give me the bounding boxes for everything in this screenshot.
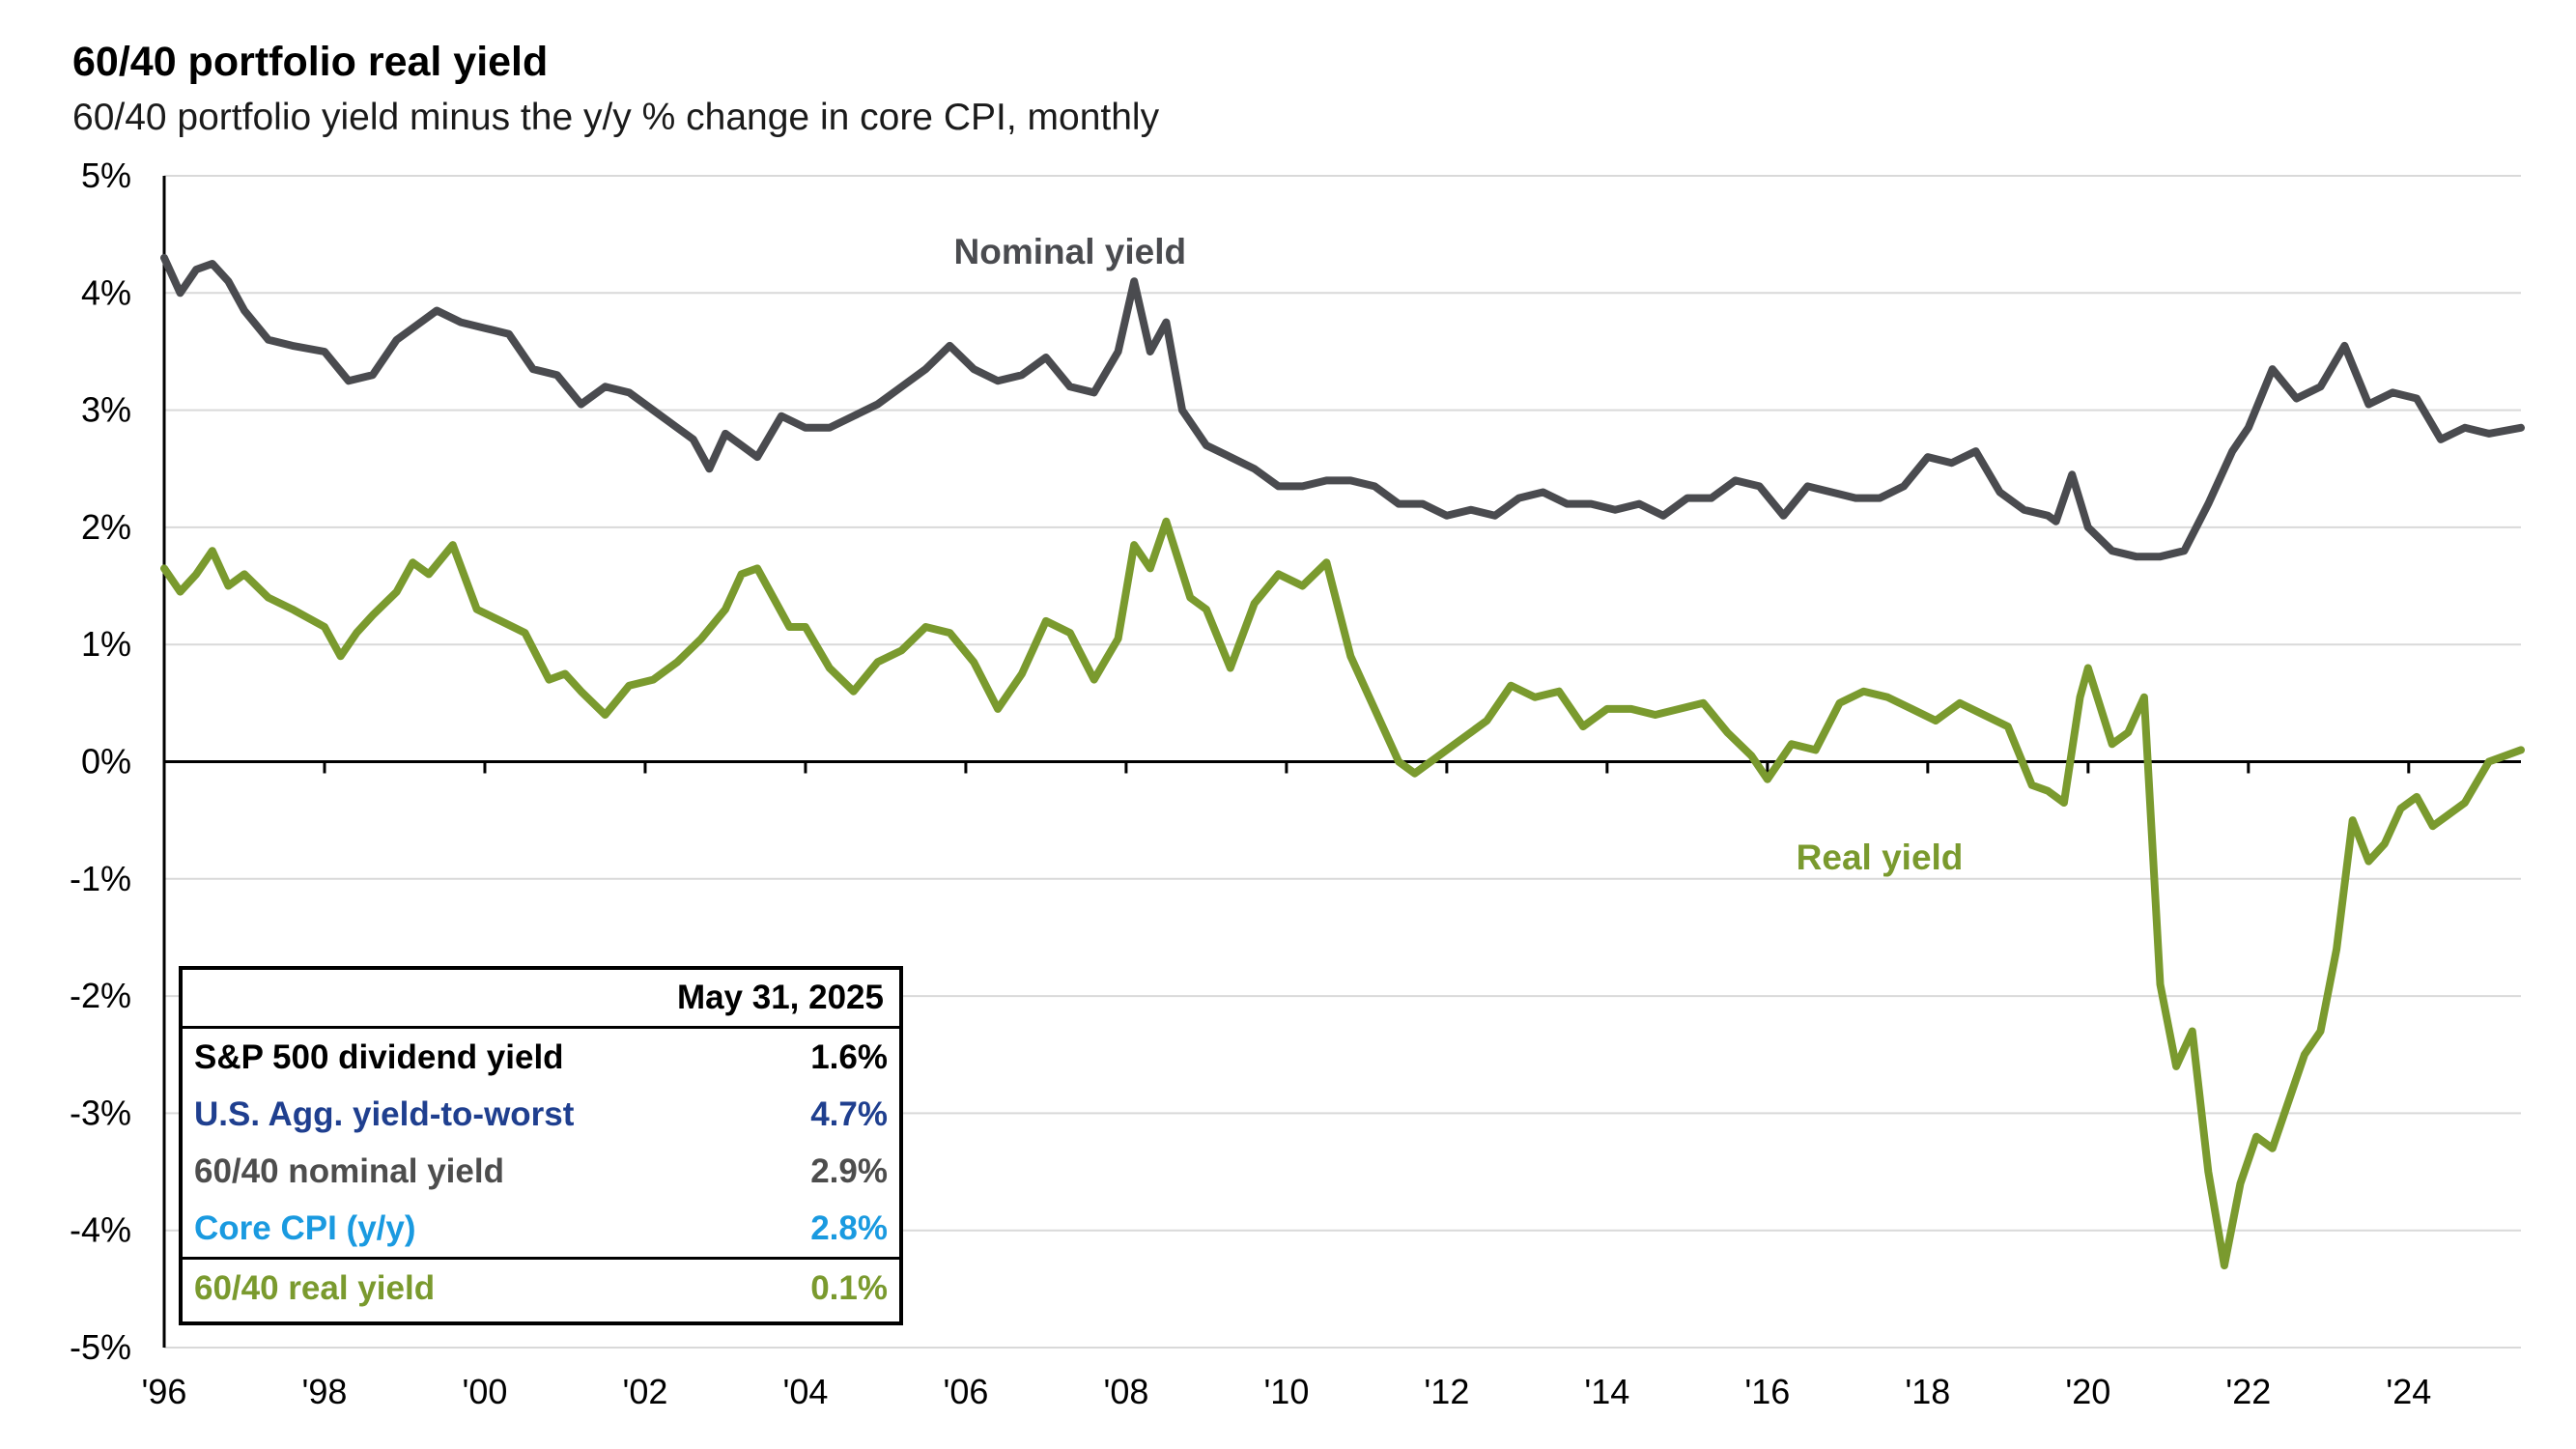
x-tick-label: '18 xyxy=(1905,1372,1950,1411)
series-lines xyxy=(160,253,2525,1270)
grid-lines xyxy=(164,175,2521,1349)
x-tick-label: '16 xyxy=(1744,1372,1790,1411)
x-tick-label: '06 xyxy=(943,1372,988,1411)
y-tick-label: -1% xyxy=(70,859,131,898)
summary-row-value: 1.6% xyxy=(810,1038,888,1076)
chart-title: 60/40 portfolio real yield xyxy=(72,39,549,85)
y-tick-label: 4% xyxy=(81,272,131,312)
x-tick-label: '98 xyxy=(302,1372,348,1411)
summary-row-label: U.S. Agg. yield-to-worst xyxy=(194,1095,575,1133)
summary-table: May 31, 2025 S&P 500 dividend yield 1.6%… xyxy=(179,966,903,1325)
nominal-yield-line xyxy=(160,253,2525,561)
y-tick-label: 2% xyxy=(81,507,131,547)
summary-row-real-yield: 60/40 real yield 0.1% xyxy=(183,1257,899,1317)
summary-row-value: 2.8% xyxy=(810,1209,888,1247)
y-tick-label: -4% xyxy=(70,1210,131,1250)
summary-row-label: 60/40 nominal yield xyxy=(194,1152,504,1190)
nominal-yield-label: Nominal yield xyxy=(954,232,1187,271)
series-labels: Nominal yield Real yield xyxy=(954,232,1964,877)
x-tick-label: '02 xyxy=(622,1372,667,1411)
axes: -5% -4% -3% -2% -1% 0% 1% 2% 3% 4% 5% '96 '98 '00 '02 '… xyxy=(70,156,2521,1411)
summary-row-value: 4.7% xyxy=(810,1095,888,1133)
x-tick-label: '22 xyxy=(2225,1372,2271,1411)
x-tick-label: '12 xyxy=(1424,1372,1469,1411)
summary-date: May 31, 2025 xyxy=(183,970,899,1029)
y-tick-label: 1% xyxy=(81,624,131,664)
x-tick-label: '96 xyxy=(142,1372,187,1411)
chart-subtitle: 60/40 portfolio yield minus the y/y % ch… xyxy=(72,97,1160,138)
x-tick-label: '10 xyxy=(1263,1372,1309,1411)
y-tick-label: 5% xyxy=(81,156,131,195)
summary-row-value: 0.1% xyxy=(810,1269,888,1307)
summary-row-label: 60/40 real yield xyxy=(194,1269,436,1307)
y-tick-label: -5% xyxy=(70,1327,131,1367)
x-tick-label: '08 xyxy=(1103,1372,1148,1411)
summary-row-nominal-yield: 60/40 nominal yield 2.9% xyxy=(183,1143,899,1200)
y-tick-label: -3% xyxy=(70,1093,131,1132)
y-tick-label: -2% xyxy=(70,976,131,1015)
x-tick-label: '24 xyxy=(2386,1372,2431,1411)
summary-row-core-cpi: Core CPI (y/y) 2.8% xyxy=(183,1200,899,1257)
summary-row-sp500-dividend-yield: S&P 500 dividend yield 1.6% xyxy=(183,1029,899,1086)
summary-row-us-agg-yield-to-worst: U.S. Agg. yield-to-worst 4.7% xyxy=(183,1086,899,1143)
summary-row-value: 2.9% xyxy=(810,1152,888,1190)
x-tick-label: '14 xyxy=(1584,1372,1629,1411)
y-tick-label: 3% xyxy=(81,390,131,430)
x-tick-label: '20 xyxy=(2065,1372,2110,1411)
real-yield-label: Real yield xyxy=(1797,838,1964,877)
summary-row-label: S&P 500 dividend yield xyxy=(194,1038,564,1076)
summary-row-label: Core CPI (y/y) xyxy=(194,1209,416,1247)
x-tick-label: '04 xyxy=(782,1372,828,1411)
real-yield-line xyxy=(160,517,2525,1270)
x-tick-label: '00 xyxy=(463,1372,508,1411)
y-tick-label: 0% xyxy=(81,742,131,781)
